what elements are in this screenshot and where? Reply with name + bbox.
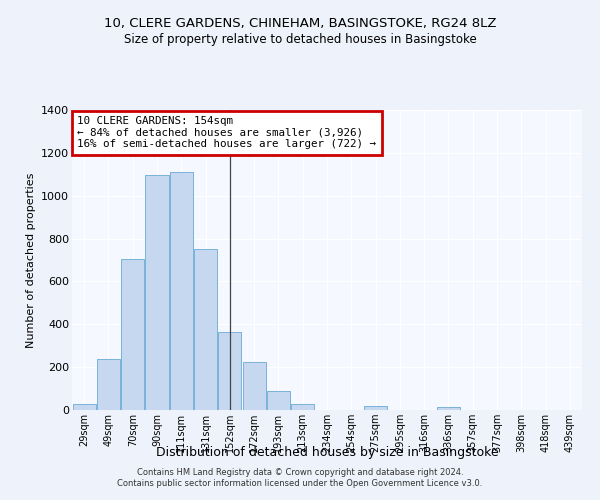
Bar (364, 406, 387, 410)
Bar (218, 332, 241, 410)
Text: 10, CLERE GARDENS, CHINEHAM, BASINGSTOKE, RG24 8LZ: 10, CLERE GARDENS, CHINEHAM, BASINGSTOKE… (104, 18, 496, 30)
Bar (170, 172, 193, 410)
Bar (73, 404, 95, 410)
Text: 10 CLERE GARDENS: 154sqm
← 84% of detached houses are smaller (3,926)
16% of sem: 10 CLERE GARDENS: 154sqm ← 84% of detach… (77, 116, 376, 149)
Text: Size of property relative to detached houses in Basingstoke: Size of property relative to detached ho… (124, 32, 476, 46)
Bar (267, 390, 290, 410)
Bar (437, 408, 460, 410)
Bar (194, 250, 217, 410)
Bar (97, 358, 120, 410)
Bar (145, 176, 169, 410)
Bar (291, 404, 314, 410)
Y-axis label: Number of detached properties: Number of detached properties (26, 172, 35, 348)
Bar (121, 259, 144, 410)
Text: Contains HM Land Registry data © Crown copyright and database right 2024.
Contai: Contains HM Land Registry data © Crown c… (118, 468, 482, 487)
Text: Distribution of detached houses by size in Basingstoke: Distribution of detached houses by size … (155, 446, 499, 459)
Bar (242, 362, 266, 410)
